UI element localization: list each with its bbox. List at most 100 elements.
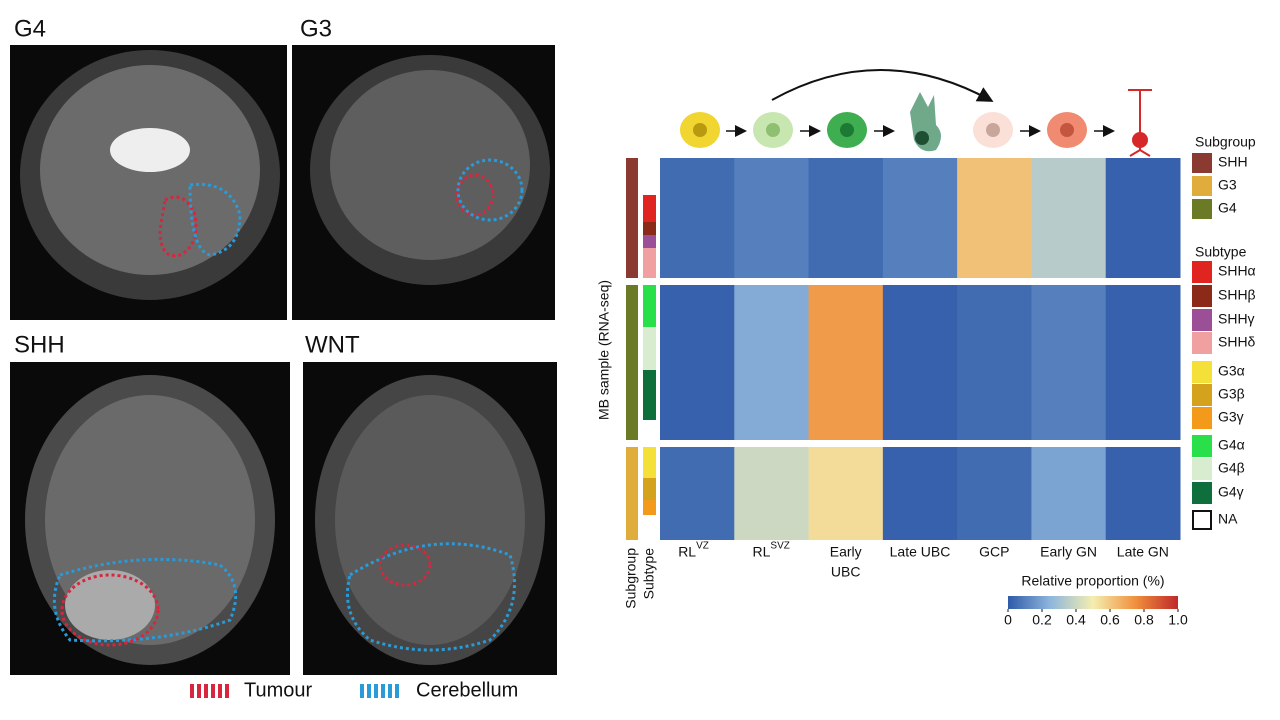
legend-swatch [1192,199,1212,219]
legend-label: G4α [1218,437,1245,453]
decoration [60,573,160,647]
decoration [52,557,238,643]
subtype-track [643,222,656,235]
heatmap-cell [660,285,735,440]
decoration [455,173,495,217]
panel-label: WNT [305,331,360,358]
column-label: Early GN [1040,544,1097,560]
legend-swatch [1192,435,1212,457]
heatmap-cell [734,285,810,440]
colorbar-title: Relative proportion (%) [1021,573,1164,589]
heatmap-cell [734,447,810,540]
heatmap-cell [660,158,735,278]
column-label: RL [752,544,770,560]
subtype-track [643,195,656,222]
colorbar-tick-label: 0.8 [1134,612,1154,628]
track-label: Subtype [641,548,657,600]
decoration [378,543,432,587]
column-label: RL [678,544,696,560]
subtype-track [643,447,656,478]
heatmap-cell [1031,285,1107,440]
decoration [188,182,242,257]
decoration [65,570,155,640]
heatmap-cell [1031,447,1107,540]
column-label: GCP [979,544,1009,560]
decoration [986,123,1000,137]
heatmap-cell [957,447,1032,540]
legend-label: SHHδ [1218,334,1256,350]
legend-label: G3γ [1218,409,1244,425]
column-label-sup: SVZ [770,541,789,552]
column-label: Late GN [1117,544,1169,560]
legend-label: G3 [1218,177,1237,193]
legend-swatch [1192,458,1212,480]
heatmap-cell [1105,285,1181,440]
heatmap-cell [957,158,1032,278]
heatmap-cell [808,447,884,540]
legend-swatch [1192,153,1212,173]
subtype-track [643,370,656,420]
legend-label: SHHα [1218,263,1256,279]
legend-swatch [1192,361,1212,383]
legend-swatch [1192,176,1212,196]
subgroup-track [626,285,638,440]
legend-label: G4γ [1218,484,1244,500]
legend-label: G4β [1218,460,1245,476]
legend-label: Tumour [244,679,313,701]
column-label: UBC [831,564,861,580]
legend-swatch [1192,332,1212,354]
subtype-track [643,327,656,370]
legend-label: G3α [1218,363,1245,379]
column-label: Late UBC [890,544,951,560]
decoration [335,395,525,645]
subgroup-track [626,447,638,540]
decoration [110,128,190,172]
heatmap-cell [1105,447,1181,540]
decoration [158,195,198,258]
panel-label: G4 [14,15,46,42]
decoration [771,69,994,102]
mri-g4 [10,45,287,320]
decoration [1060,123,1074,137]
legend-swatch [1192,407,1212,429]
panel-label: G3 [300,15,332,42]
track-label: Subgroup [623,548,639,609]
heatmap-cell [1105,158,1181,278]
colorbar-tick-label: 0.6 [1100,612,1120,628]
legend-label: SHHβ [1218,287,1256,303]
legend-label: SHHγ [1218,311,1255,327]
colorbar-tick-label: 0.4 [1066,612,1086,628]
legend-swatch [1192,384,1212,406]
decoration [1128,89,1152,157]
y-axis-label: MB sample (RNA-seq) [596,280,612,420]
colorbar [1008,596,1178,609]
column-label-sup: VZ [696,541,709,552]
decoration [693,123,707,137]
legend-swatch [1192,285,1212,307]
colorbar-tick-label: 0.2 [1032,612,1052,628]
panel-label: SHH [14,331,65,358]
mri-shh [10,362,290,675]
heatmap-cell [660,447,735,540]
heatmap-cell [882,158,958,278]
legend-label: SHH [1218,154,1248,170]
legend-swatch [1192,261,1212,283]
legend-title: Subgroup [1195,134,1256,150]
colorbar-tick-label: 1.0 [1168,612,1188,628]
legend-label: G3β [1218,386,1245,402]
subtype-track [643,500,656,515]
legend-label: G4 [1218,200,1237,216]
decoration [1132,132,1148,148]
decoration [915,131,929,145]
decoration [840,123,854,137]
legend-label: Cerebellum [416,679,518,701]
subtype-track [643,478,656,500]
heatmap-cell [1031,158,1107,278]
heatmap-cell [882,447,958,540]
cell-icons [680,69,1152,157]
mri-g3 [292,45,555,320]
heatmap-cell [882,285,958,440]
heatmap-cell [808,285,884,440]
subgroup-track [626,158,638,278]
